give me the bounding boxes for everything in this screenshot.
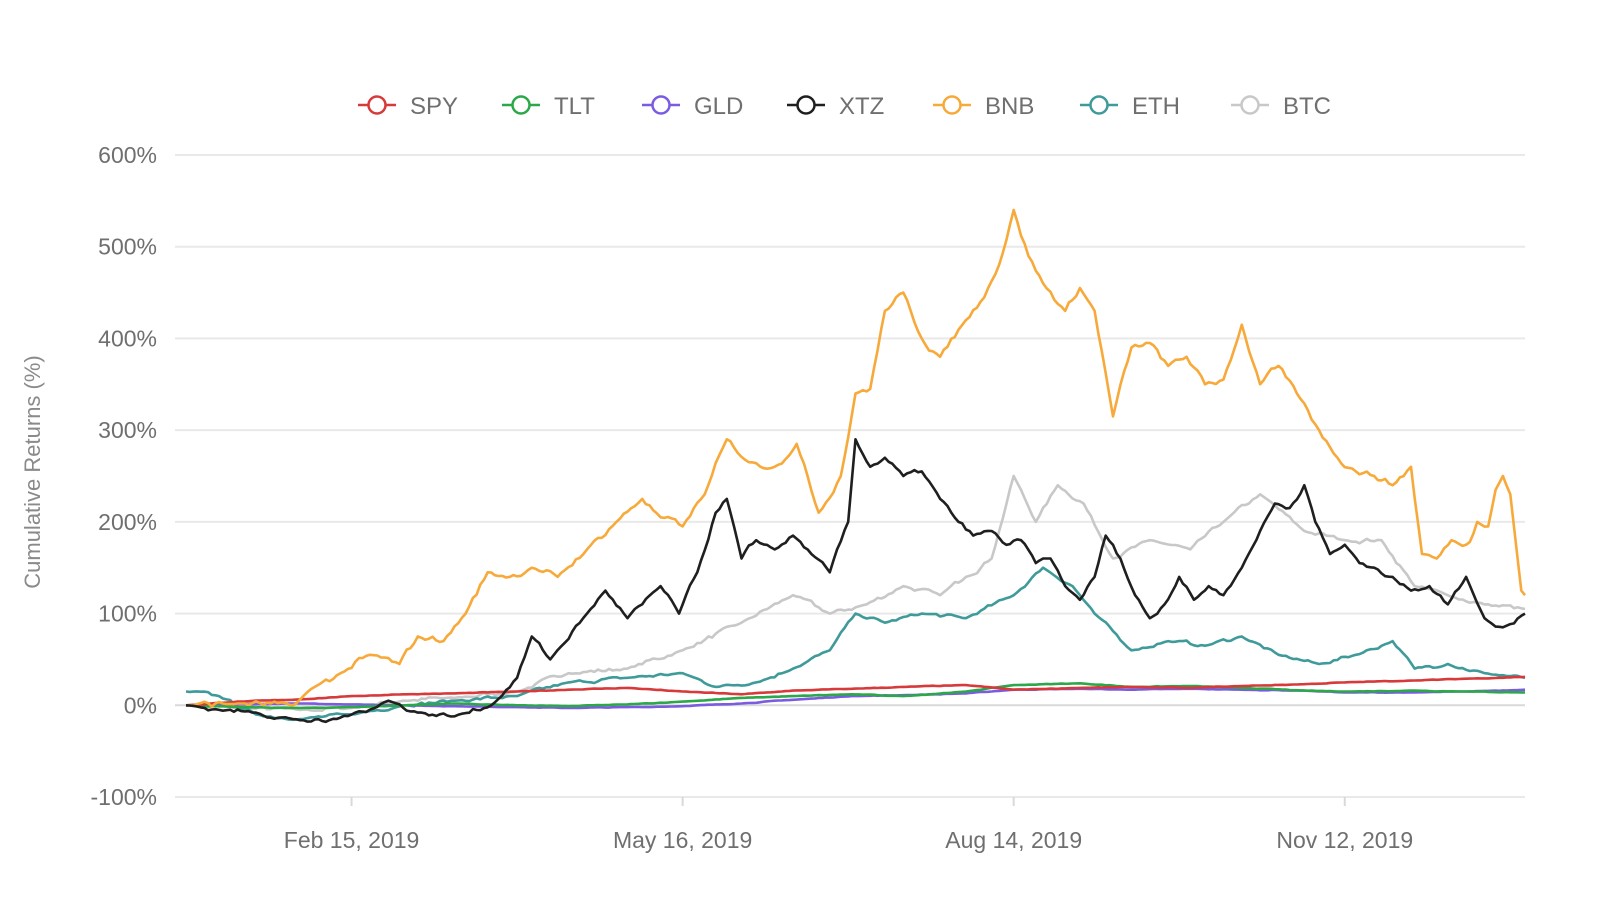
- legend-label: ETH: [1132, 93, 1180, 120]
- legend-marker-icon: [511, 95, 531, 115]
- series-lines: [185, 208, 1527, 724]
- legend-label: XTZ: [839, 93, 884, 120]
- x-tick-label: Aug 14, 2019: [945, 827, 1082, 853]
- x-tick-label: May 16, 2019: [613, 827, 752, 853]
- legend-label: TLT: [554, 93, 595, 120]
- x-tick-label: Nov 12, 2019: [1276, 827, 1413, 853]
- legend-marker-icon: [796, 95, 816, 115]
- legend-label: GLD: [694, 93, 743, 120]
- legend-label: SPY: [410, 93, 458, 120]
- x-tick-marks: [350, 797, 1346, 806]
- legend-marker-icon: [651, 95, 671, 115]
- series-line-xtz: [185, 438, 1526, 724]
- y-tick-label: 400%: [98, 325, 157, 351]
- legend-item-btc[interactable]: BTC: [1231, 93, 1331, 120]
- y-tick-label: -100%: [91, 784, 157, 810]
- legend-item-gld[interactable]: GLD: [642, 93, 743, 120]
- series-line-btc: [186, 474, 1526, 712]
- series-line-bnb: [185, 208, 1527, 708]
- y-tick-label: 500%: [98, 234, 157, 260]
- y-tick-label: 600%: [98, 142, 157, 168]
- y-tick-label: 0%: [124, 692, 157, 718]
- legend-item-tlt[interactable]: TLT: [502, 93, 595, 120]
- y-axis-title: Cumulative Returns (%): [20, 355, 45, 589]
- legend-item-bnb[interactable]: BNB: [933, 93, 1034, 120]
- series-line-tlt: [185, 682, 1525, 710]
- legend-marker-icon: [1240, 95, 1260, 115]
- legend-marker-icon: [942, 95, 962, 115]
- legend-marker-icon: [1089, 95, 1109, 115]
- legend-item-eth[interactable]: ETH: [1080, 93, 1180, 120]
- x-tick-labels: Feb 15, 2019 May 16, 2019 Aug 14, 2019 Nov …: [284, 827, 1413, 853]
- legend-label: BTC: [1283, 93, 1331, 120]
- gridlines: [175, 154, 1525, 798]
- x-tick-label: Feb 15, 2019: [284, 827, 420, 853]
- legend-label: BNB: [985, 93, 1034, 120]
- legend-item-spy[interactable]: SPY: [358, 93, 458, 120]
- y-tick-label: 300%: [98, 417, 157, 443]
- legend[interactable]: SPY TLT GLD XTZ BNB ETH BTC: [358, 93, 1331, 120]
- y-tick-label: 200%: [98, 509, 157, 535]
- series-line-spy: [185, 675, 1526, 707]
- legend-marker-icon: [367, 95, 387, 115]
- legend-item-xtz[interactable]: XTZ: [787, 93, 884, 120]
- y-tick-label: 100%: [98, 601, 157, 627]
- y-tick-labels: 600% 500% 400% 300% 200% 100% 0% -100%: [91, 142, 157, 810]
